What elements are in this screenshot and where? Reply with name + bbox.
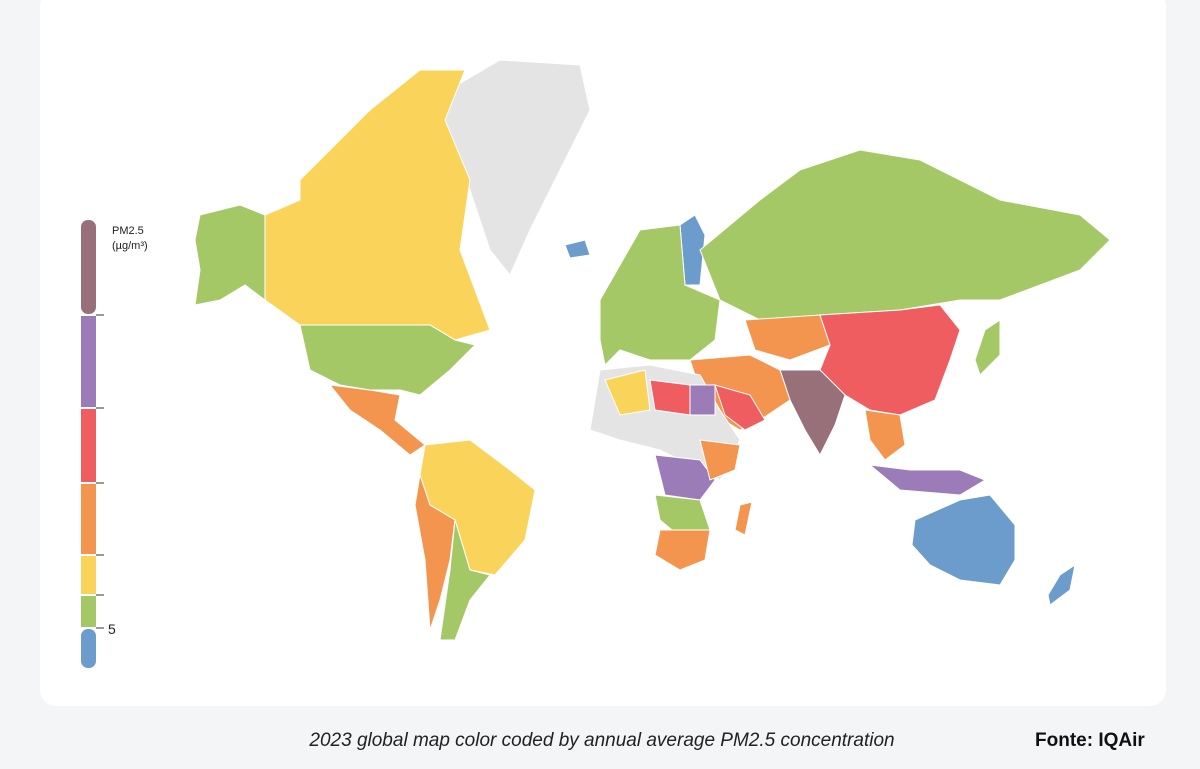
australia <box>911 494 1016 586</box>
arabia <box>714 384 766 431</box>
legend-swatch <box>81 220 96 314</box>
legend-swatch <box>81 316 96 407</box>
world-map <box>194 59 1111 641</box>
legend-tick-label: 5 <box>108 621 116 637</box>
central-africa <box>654 454 716 501</box>
legend-swatch <box>81 409 96 482</box>
central-asia <box>744 314 831 361</box>
legend: PM2.5 (µg/m³) 5 <box>81 220 148 668</box>
south-america-south <box>439 519 491 641</box>
legend-swatch <box>81 556 96 594</box>
europe <box>599 224 721 367</box>
usa <box>299 324 476 396</box>
legend-swatch <box>81 484 96 554</box>
egypt <box>689 384 716 416</box>
andes <box>414 474 456 631</box>
legend-unit: (µg/m³) <box>112 240 148 252</box>
alaska <box>194 204 266 306</box>
east-africa <box>699 439 741 481</box>
japan <box>974 319 1001 376</box>
algeria <box>604 369 651 416</box>
caption: 2023 global map color coded by annual av… <box>308 730 894 751</box>
legend-swatch <box>81 629 96 668</box>
legend-swatch <box>81 596 96 627</box>
libya <box>649 379 691 416</box>
madagascar <box>734 501 753 536</box>
source: Fonte: IQAir <box>1035 730 1145 751</box>
southeast-asia <box>864 409 906 461</box>
india <box>779 369 846 457</box>
indonesia <box>868 464 987 496</box>
iceland <box>564 239 591 259</box>
legend-title: PM2.5 <box>112 225 144 237</box>
south-africa <box>654 529 711 571</box>
new-zealand <box>1047 563 1076 606</box>
china <box>819 304 961 416</box>
